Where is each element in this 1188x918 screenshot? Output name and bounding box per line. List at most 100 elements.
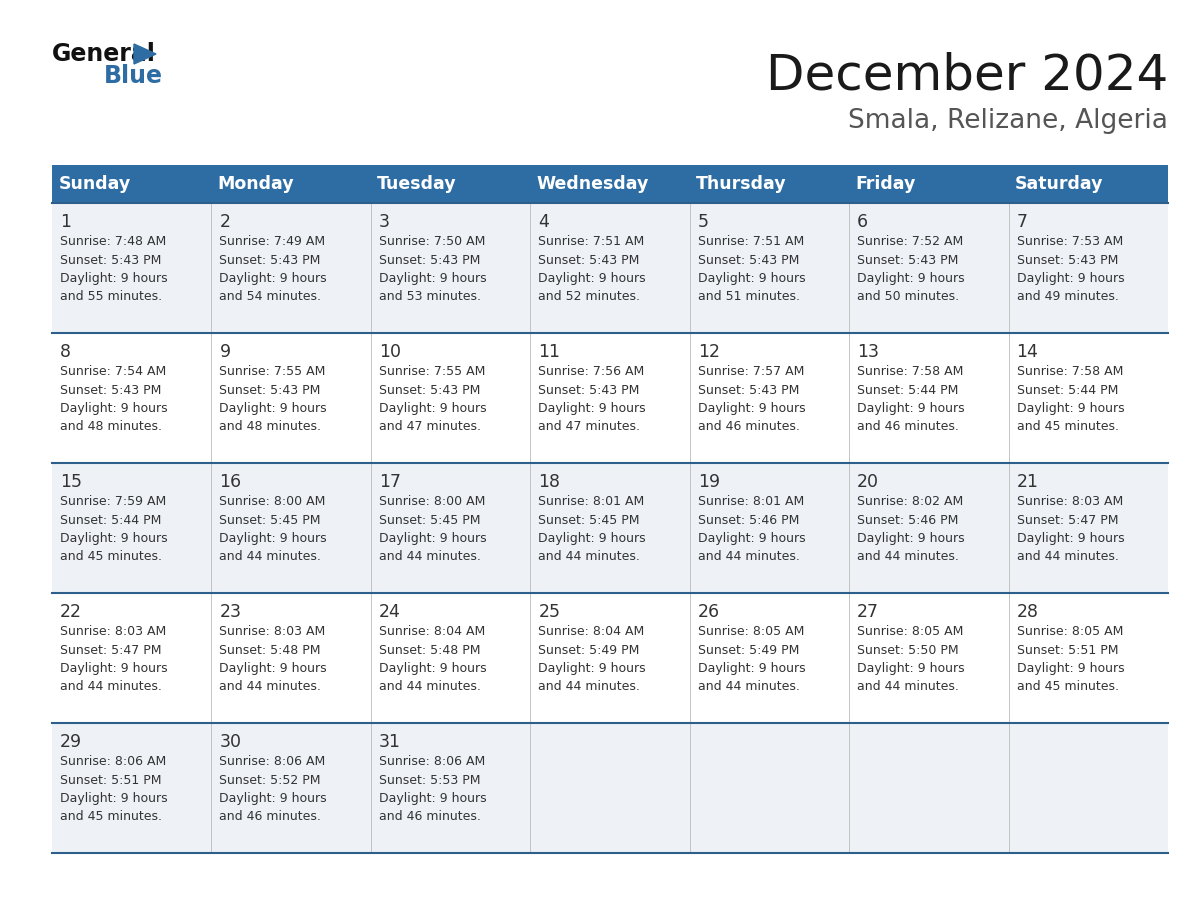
Text: Daylight: 9 hours: Daylight: 9 hours [538,272,646,285]
Text: Sunset: 5:46 PM: Sunset: 5:46 PM [857,513,959,527]
Text: Sunrise: 7:58 AM: Sunrise: 7:58 AM [1017,365,1123,378]
Text: Daylight: 9 hours: Daylight: 9 hours [857,272,965,285]
Text: Sunrise: 7:51 AM: Sunrise: 7:51 AM [697,235,804,248]
Text: and 44 minutes.: and 44 minutes. [379,551,481,564]
Text: Sunset: 5:48 PM: Sunset: 5:48 PM [220,644,321,656]
Text: Sunrise: 7:58 AM: Sunrise: 7:58 AM [857,365,963,378]
Text: Sunrise: 8:03 AM: Sunrise: 8:03 AM [59,625,166,638]
Text: and 53 minutes.: and 53 minutes. [379,290,481,304]
Text: 7: 7 [1017,213,1028,231]
Text: Daylight: 9 hours: Daylight: 9 hours [1017,402,1124,415]
Text: Daylight: 9 hours: Daylight: 9 hours [379,402,486,415]
Text: and 45 minutes.: and 45 minutes. [59,551,162,564]
Text: Sunset: 5:43 PM: Sunset: 5:43 PM [220,253,321,266]
Text: Sunset: 5:43 PM: Sunset: 5:43 PM [379,253,480,266]
Text: Sunrise: 8:05 AM: Sunrise: 8:05 AM [697,625,804,638]
Text: Sunset: 5:43 PM: Sunset: 5:43 PM [697,384,800,397]
Text: Monday: Monday [217,175,295,193]
Text: and 45 minutes.: and 45 minutes. [1017,420,1119,433]
Text: Sunset: 5:43 PM: Sunset: 5:43 PM [220,384,321,397]
Text: Daylight: 9 hours: Daylight: 9 hours [697,402,805,415]
Text: 18: 18 [538,473,561,491]
Text: Sunset: 5:44 PM: Sunset: 5:44 PM [1017,384,1118,397]
Text: Daylight: 9 hours: Daylight: 9 hours [59,532,168,545]
Text: and 54 minutes.: and 54 minutes. [220,290,322,304]
Text: and 44 minutes.: and 44 minutes. [857,551,959,564]
Text: 2: 2 [220,213,230,231]
Text: 25: 25 [538,603,561,621]
Text: 4: 4 [538,213,549,231]
Text: Sunset: 5:46 PM: Sunset: 5:46 PM [697,513,800,527]
Text: and 44 minutes.: and 44 minutes. [220,680,321,693]
Text: Sunrise: 8:04 AM: Sunrise: 8:04 AM [538,625,645,638]
Text: Sunrise: 7:55 AM: Sunrise: 7:55 AM [220,365,326,378]
Text: and 46 minutes.: and 46 minutes. [697,420,800,433]
Bar [52,333,1168,463]
Text: Sunrise: 7:57 AM: Sunrise: 7:57 AM [697,365,804,378]
Text: Sunrise: 8:03 AM: Sunrise: 8:03 AM [1017,495,1123,508]
Text: Daylight: 9 hours: Daylight: 9 hours [59,792,168,805]
Text: and 48 minutes.: and 48 minutes. [220,420,322,433]
Text: Daylight: 9 hours: Daylight: 9 hours [220,532,327,545]
Text: and 44 minutes.: and 44 minutes. [538,551,640,564]
Text: Daylight: 9 hours: Daylight: 9 hours [1017,532,1124,545]
Polygon shape [134,44,156,64]
Text: Sunrise: 7:59 AM: Sunrise: 7:59 AM [59,495,166,508]
Text: 28: 28 [1017,603,1038,621]
Text: Sunrise: 8:05 AM: Sunrise: 8:05 AM [1017,625,1123,638]
Text: Sunset: 5:51 PM: Sunset: 5:51 PM [59,774,162,787]
Text: Sunrise: 8:06 AM: Sunrise: 8:06 AM [220,755,326,768]
Text: Daylight: 9 hours: Daylight: 9 hours [379,792,486,805]
Text: 20: 20 [857,473,879,491]
Text: Sunrise: 7:51 AM: Sunrise: 7:51 AM [538,235,645,248]
Text: Sunrise: 8:00 AM: Sunrise: 8:00 AM [220,495,326,508]
Text: 31: 31 [379,733,400,751]
Text: Sunrise: 8:03 AM: Sunrise: 8:03 AM [220,625,326,638]
Text: 10: 10 [379,343,400,361]
Text: 5: 5 [697,213,709,231]
Text: Wednesday: Wednesday [537,175,649,193]
Text: Sunrise: 7:49 AM: Sunrise: 7:49 AM [220,235,326,248]
Bar [52,463,1168,593]
Text: 14: 14 [1017,343,1038,361]
Text: Daylight: 9 hours: Daylight: 9 hours [538,662,646,675]
Text: Blue: Blue [105,64,163,88]
Text: and 44 minutes.: and 44 minutes. [538,680,640,693]
Text: Sunrise: 8:02 AM: Sunrise: 8:02 AM [857,495,963,508]
Text: Daylight: 9 hours: Daylight: 9 hours [59,402,168,415]
Text: Daylight: 9 hours: Daylight: 9 hours [379,272,486,285]
Text: 3: 3 [379,213,390,231]
Text: General: General [52,42,156,66]
Text: and 44 minutes.: and 44 minutes. [379,680,481,693]
Text: Saturday: Saturday [1015,175,1104,193]
Text: Sunset: 5:47 PM: Sunset: 5:47 PM [1017,513,1118,527]
Text: Daylight: 9 hours: Daylight: 9 hours [857,532,965,545]
Text: Sunrise: 7:50 AM: Sunrise: 7:50 AM [379,235,485,248]
Text: 1: 1 [59,213,71,231]
Text: 11: 11 [538,343,561,361]
Text: Sunrise: 8:06 AM: Sunrise: 8:06 AM [379,755,485,768]
Text: Sunrise: 8:00 AM: Sunrise: 8:00 AM [379,495,485,508]
Text: Sunset: 5:47 PM: Sunset: 5:47 PM [59,644,162,656]
Text: Daylight: 9 hours: Daylight: 9 hours [220,792,327,805]
Text: and 44 minutes.: and 44 minutes. [220,551,321,564]
Text: 26: 26 [697,603,720,621]
Text: and 47 minutes.: and 47 minutes. [379,420,481,433]
Text: 29: 29 [59,733,82,751]
Text: 16: 16 [220,473,241,491]
Text: Sunrise: 7:56 AM: Sunrise: 7:56 AM [538,365,645,378]
Text: 8: 8 [59,343,71,361]
Text: 12: 12 [697,343,720,361]
Text: and 45 minutes.: and 45 minutes. [1017,680,1119,693]
Bar [52,165,1168,203]
Text: Sunset: 5:48 PM: Sunset: 5:48 PM [379,644,480,656]
Text: Sunset: 5:43 PM: Sunset: 5:43 PM [1017,253,1118,266]
Text: and 55 minutes.: and 55 minutes. [59,290,162,304]
Text: Sunset: 5:43 PM: Sunset: 5:43 PM [59,253,162,266]
Text: and 44 minutes.: and 44 minutes. [857,680,959,693]
Text: Thursday: Thursday [696,175,786,193]
Text: Sunrise: 8:05 AM: Sunrise: 8:05 AM [857,625,963,638]
Text: Daylight: 9 hours: Daylight: 9 hours [857,662,965,675]
Text: Sunset: 5:45 PM: Sunset: 5:45 PM [538,513,640,527]
Text: Sunrise: 7:48 AM: Sunrise: 7:48 AM [59,235,166,248]
